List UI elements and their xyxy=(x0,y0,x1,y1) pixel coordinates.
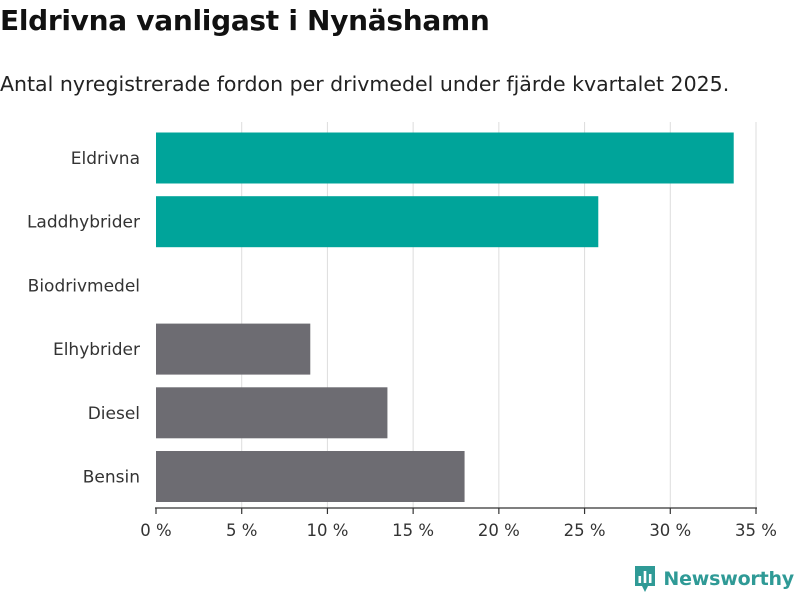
bar-bensin xyxy=(156,451,465,502)
brand-name: Newsworthy xyxy=(663,568,794,590)
x-tick-label: 5 % xyxy=(226,521,257,540)
category-label: Diesel xyxy=(88,404,140,424)
bar-laddhybrider xyxy=(156,196,598,247)
bar-eldrivna xyxy=(156,133,734,184)
category-label: Elhybrider xyxy=(53,340,140,360)
bar-elhybrider xyxy=(156,324,310,375)
category-label: Laddhybrider xyxy=(27,213,140,233)
x-tick-label: 15 % xyxy=(392,521,434,540)
x-tick-label: 20 % xyxy=(478,521,520,540)
bar-chart-logo-icon xyxy=(633,564,657,594)
bar-diesel xyxy=(156,387,387,438)
x-tick-label: 30 % xyxy=(649,521,691,540)
x-tick-label: 25 % xyxy=(564,521,606,540)
category-label: Eldrivna xyxy=(71,149,140,169)
category-label: Bensin xyxy=(83,468,140,488)
bar-chart: 0 % 5 % 10 % 15 % 20 % 25 % 30 % 35 % Eldrivna La… xyxy=(0,0,800,600)
x-tick-label: 10 % xyxy=(306,521,348,540)
x-tick-label: 35 % xyxy=(735,521,777,540)
brand-logo: Newsworthy xyxy=(633,564,794,594)
category-label: Biodrivmedel xyxy=(28,276,140,296)
x-tick-label: 0 % xyxy=(140,521,171,540)
